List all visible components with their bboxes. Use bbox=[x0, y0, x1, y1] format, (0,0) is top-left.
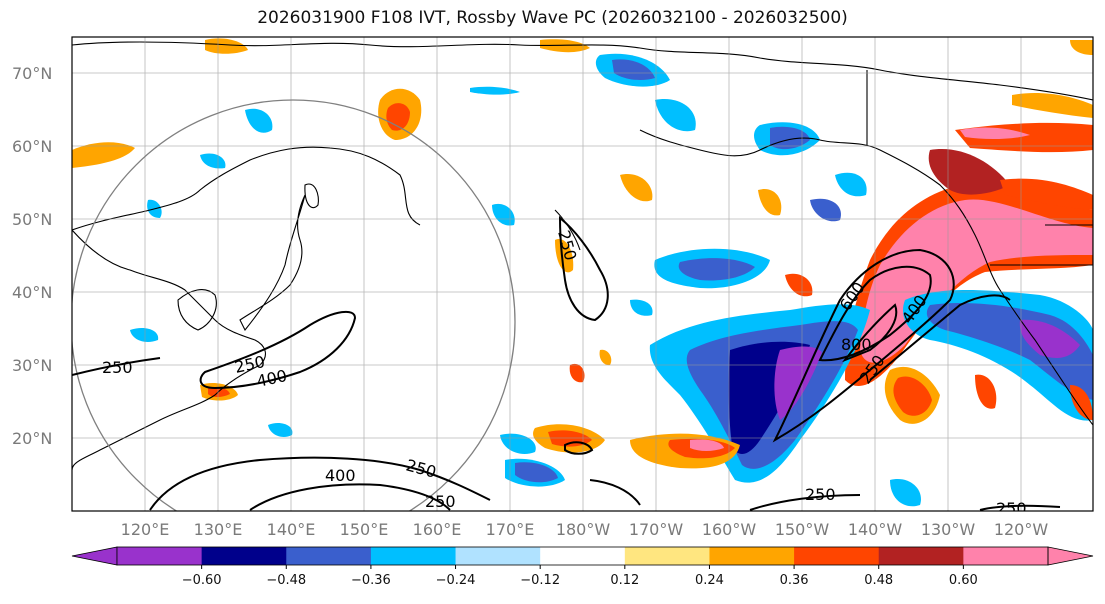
lon-label: 160°E bbox=[413, 520, 462, 539]
lat-label: 50°N bbox=[12, 210, 52, 229]
region-circle bbox=[72, 99, 516, 511]
colorbar-tick-label: 0.24 bbox=[695, 573, 724, 588]
colorbar-tick-label: −0.24 bbox=[436, 573, 476, 588]
lat-label: 30°N bbox=[12, 356, 52, 375]
colorbar bbox=[71, 546, 1094, 566]
colorbar-segment bbox=[370, 547, 457, 565]
colorbar-tick-label: −0.60 bbox=[182, 573, 222, 588]
colorbar-segment bbox=[709, 547, 795, 565]
contour-label: 250 bbox=[805, 485, 836, 504]
colorbar-tick-label: −0.12 bbox=[520, 573, 560, 588]
lon-label: 170°W bbox=[629, 520, 684, 539]
lat-label: 20°N bbox=[12, 429, 52, 448]
colorbar-tick-label: 0.12 bbox=[610, 573, 639, 588]
contour-label: 250 bbox=[102, 358, 133, 377]
lat-label: 60°N bbox=[12, 137, 52, 156]
graticule bbox=[72, 37, 1093, 511]
map-title: 2026031900 F108 IVT, Rossby Wave PC (202… bbox=[257, 8, 848, 28]
colorbar-extend-min bbox=[71, 546, 118, 566]
contour-label: 800 bbox=[841, 335, 872, 354]
colorbar-segment bbox=[286, 547, 372, 565]
contour-label: 400 bbox=[325, 466, 356, 485]
lat-label: 70°N bbox=[12, 64, 52, 83]
lon-label: 130°E bbox=[194, 520, 243, 539]
colorbar-segment bbox=[540, 547, 626, 565]
longitude-labels: 120°E 130°E 140°E 150°E 160°E 170°E 180°… bbox=[121, 520, 1049, 539]
colorbar-segment bbox=[201, 547, 287, 565]
colorbar-tick-label: 0.36 bbox=[780, 573, 809, 588]
lat-label: 40°N bbox=[12, 283, 52, 302]
lon-label: 180°W bbox=[556, 520, 611, 539]
ivt-contours bbox=[72, 215, 1061, 511]
lon-label: 160°W bbox=[702, 520, 757, 539]
colorbar-segment bbox=[794, 547, 880, 565]
colorbar-segment bbox=[117, 547, 203, 565]
colorbar-tick-label: 0.60 bbox=[949, 573, 978, 588]
map-frame bbox=[71, 36, 1094, 512]
colorbar-border bbox=[116, 546, 1049, 566]
lon-label: 150°E bbox=[340, 520, 389, 539]
anomaly-shading bbox=[72, 38, 1093, 507]
colorbar-segment bbox=[878, 547, 964, 565]
lon-label: 140°W bbox=[848, 520, 903, 539]
colorbar-tick-label: 0.48 bbox=[864, 573, 893, 588]
colorbar-segment bbox=[963, 547, 1049, 565]
contour-label: 250 bbox=[425, 492, 456, 511]
colorbar-tick-label: −0.48 bbox=[266, 573, 306, 588]
latitude-labels: 70°N 60°N 50°N 40°N 30°N 20°N bbox=[12, 64, 52, 448]
colorbar-segment bbox=[455, 547, 541, 565]
colorbar-extend-max bbox=[1047, 546, 1094, 566]
coastlines bbox=[72, 41, 1093, 471]
lon-label: 120°E bbox=[121, 520, 170, 539]
contour-label: 250 bbox=[996, 499, 1027, 518]
lon-label: 140°E bbox=[267, 520, 316, 539]
lon-label: 130°W bbox=[921, 520, 976, 539]
colorbar-tick-label: −0.36 bbox=[351, 573, 391, 588]
lon-label: 170°E bbox=[486, 520, 535, 539]
colorbar-ticks: −0.60 −0.48 −0.36 −0.24 −0.12 0.12 0.24 0.36 0.4… bbox=[182, 565, 978, 588]
lon-label: 120°W bbox=[994, 520, 1049, 539]
colorbar-segment bbox=[624, 547, 710, 565]
lon-label: 150°W bbox=[775, 520, 830, 539]
